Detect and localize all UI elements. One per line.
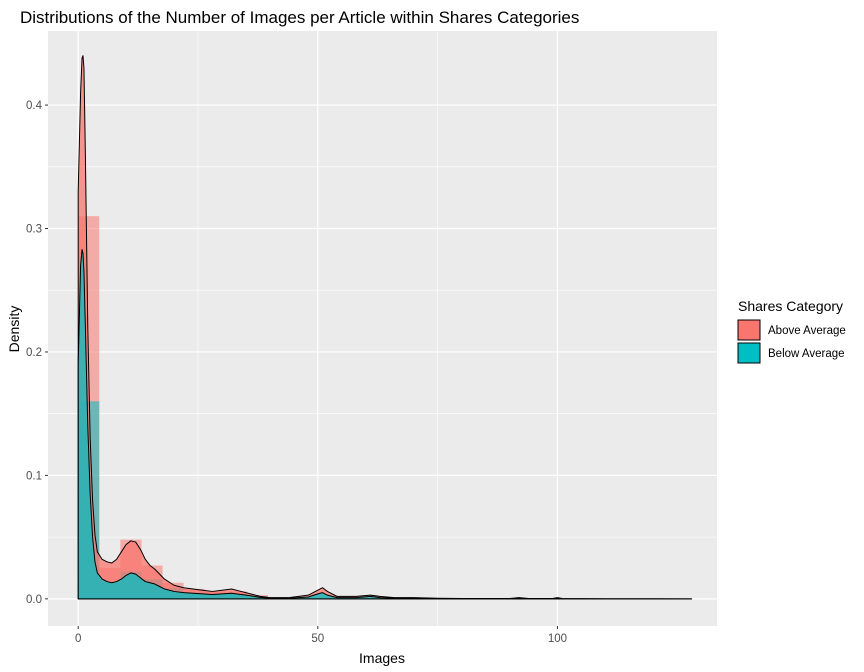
legend-label-below-average: Below Average — [768, 348, 845, 360]
density-area-below-average — [77, 249, 693, 600]
y-tick-label: 0.3 — [26, 224, 42, 236]
density-areas — [77, 55, 693, 600]
x-tick-label: 0 — [75, 633, 81, 645]
y-axis: 0.0 0.1 0.2 0.3 0.4 — [26, 100, 48, 606]
x-tick-label: 100 — [548, 633, 567, 645]
x-axis: 0 50 100 — [75, 626, 567, 645]
y-tick-label: 0.4 — [26, 100, 43, 112]
legend-item-below-average: Below Average — [737, 342, 845, 364]
chart-title: Distributions of the Number of Images pe… — [20, 8, 579, 27]
y-axis-title: Density — [6, 306, 22, 353]
y-tick-label: 0.1 — [26, 470, 42, 482]
y-tick-label: 0.0 — [26, 594, 42, 606]
legend-key-below-average — [737, 342, 761, 364]
y-tick-label: 0.2 — [26, 347, 42, 359]
legend-label-above-average: Above Average — [768, 325, 846, 337]
plot-panel — [48, 31, 717, 626]
x-axis-title: Images — [359, 650, 405, 666]
x-tick-label: 50 — [311, 633, 324, 645]
legend: Shares Category Above Average Below Aver… — [737, 298, 846, 364]
minor-gridlines — [48, 31, 717, 626]
legend-title: Shares Category — [738, 298, 843, 314]
legend-key-above-average — [737, 319, 761, 341]
legend-item-above-average: Above Average — [737, 319, 846, 341]
